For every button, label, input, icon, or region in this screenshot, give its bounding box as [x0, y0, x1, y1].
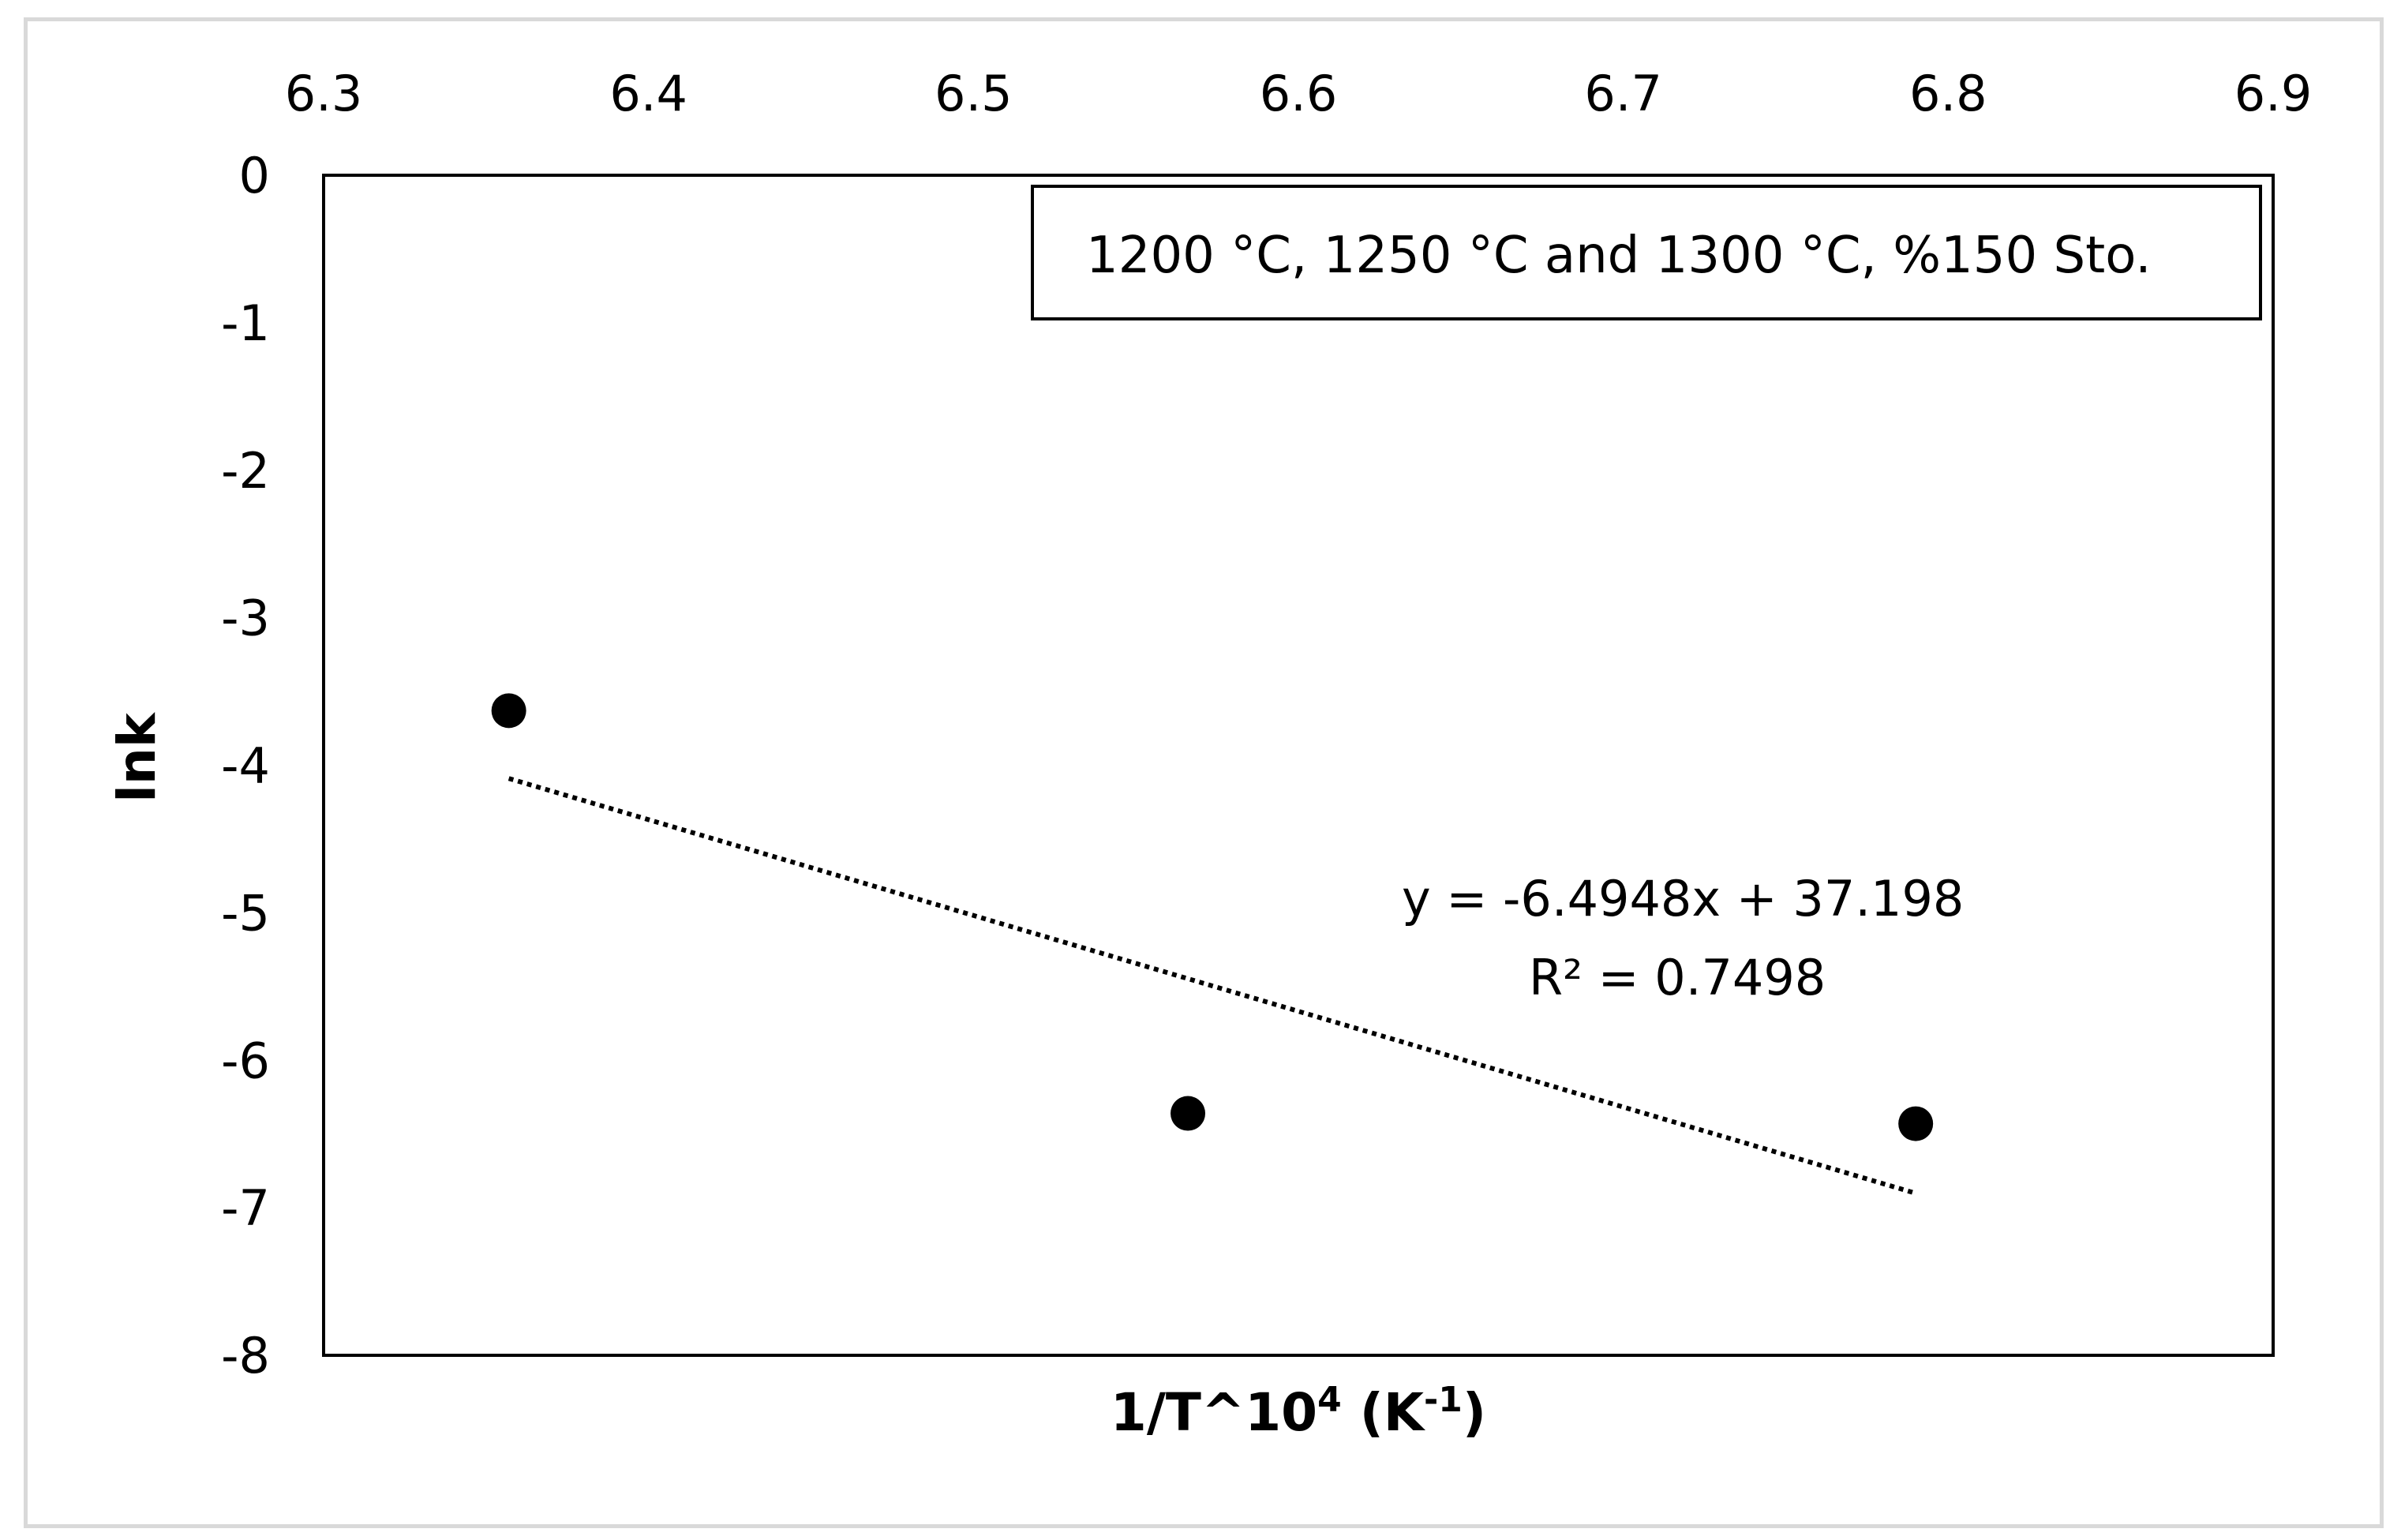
y-tick-label: 0: [239, 147, 270, 204]
legend-label: 1200 °C, 1250 °C and 1300 °C, %150 Sto.: [1086, 227, 2152, 285]
y-tick-label: -2: [221, 442, 270, 500]
y-tick-label: -6: [221, 1032, 270, 1089]
plot-area: [322, 174, 2275, 1357]
trendline: [508, 776, 1917, 1196]
x-axis-title-main: 1/T^10: [1111, 1382, 1317, 1443]
y-tick-label: -4: [221, 737, 270, 795]
x-axis-title: 1/T^104 (K-1): [1111, 1380, 1486, 1443]
data-point: [1171, 1096, 1206, 1131]
x-tick-label: 6.5: [935, 65, 1013, 122]
trendline-equation: y = -6.4948x + 37.198: [1402, 870, 1964, 927]
x-tick-labels: 6.3 6.4 6.5 6.6 6.7 6.8 6.9: [285, 65, 2313, 122]
y-tick-label: -8: [221, 1327, 270, 1385]
x-tick-label: 6.7: [1584, 65, 1662, 122]
data-point: [1898, 1106, 1934, 1141]
y-tick-labels: 0 -1 -2 -3 -4 -5 -6 -7 -8: [221, 147, 270, 1385]
x-tick-label: 6.4: [609, 65, 687, 122]
y-tick-label: -5: [221, 884, 270, 942]
legend-box: [1031, 185, 2262, 320]
data-point: [491, 693, 526, 729]
x-axis-title-superscript: 4: [1317, 1380, 1342, 1420]
y-tick-label: -3: [221, 590, 270, 647]
x-tick-label: 6.6: [1260, 65, 1338, 122]
x-axis-title-unit: (K: [1342, 1382, 1426, 1443]
y-tick-label: -7: [221, 1179, 270, 1237]
x-axis-title-unit-close: ): [1463, 1382, 1486, 1443]
trendline-r2: R² = 0.7498: [1529, 949, 1826, 1006]
x-tick-label: 6.9: [2234, 65, 2313, 122]
chart-frame: [24, 17, 2384, 1528]
x-tick-label: 6.3: [285, 65, 363, 122]
y-tick-label: -1: [221, 294, 270, 352]
y-axis-title: lnk: [107, 711, 167, 803]
data-points: [491, 693, 1934, 1141]
x-axis-title-unit-superscript: -1: [1424, 1380, 1463, 1420]
x-tick-label: 6.8: [1909, 65, 1987, 122]
